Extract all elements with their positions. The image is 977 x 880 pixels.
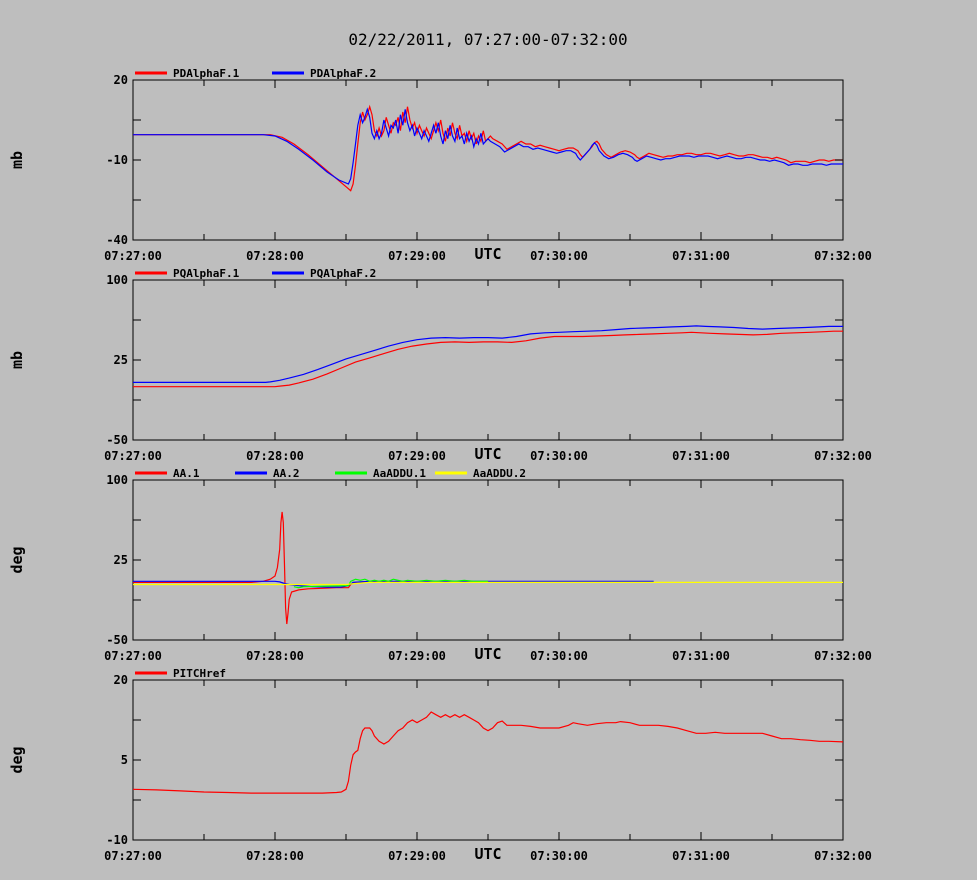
legend-label: PDAlphaF.1 (173, 67, 240, 80)
y-tick-label: -10 (106, 833, 128, 847)
x-tick-label: 07:28:00 (246, 249, 304, 263)
x-tick-label: 07:27:00 (104, 849, 162, 863)
legend-label: PDAlphaF.2 (310, 67, 376, 80)
x-tick-label: 07:28:00 (246, 649, 304, 663)
series-line-3-4 (133, 581, 843, 586)
x-tick-label: 07:30:00 (530, 649, 588, 663)
legend-label: AaADDU.1 (373, 467, 426, 480)
x-tick-label: 07:32:00 (814, 849, 872, 863)
y-tick-label: -40 (106, 233, 128, 247)
x-tick-label: 07:32:00 (814, 649, 872, 663)
y-tick-label: -10 (106, 153, 128, 167)
x-tick-label: 07:28:00 (246, 449, 304, 463)
x-tick-label: 07:30:00 (530, 449, 588, 463)
y-tick-label: 20 (114, 73, 128, 87)
x-tick-label: 07:31:00 (672, 849, 730, 863)
x-tick-label: 07:27:00 (104, 249, 162, 263)
x-tick-label: 07:29:00 (388, 249, 446, 263)
x-tick-label: 07:29:00 (388, 849, 446, 863)
panel-4: 20 5 -10 07:27:00 07:28:00 07:29:00 07:30:00 07… (8, 667, 872, 863)
panel-2: 100 25 -50 07:27:00 07:28:00 07:29:00 07:30:00… (8, 267, 872, 463)
x-tick-label: 07:27:00 (104, 449, 162, 463)
series-line-2-2 (133, 325, 843, 383)
series-line-3-3 (293, 578, 488, 589)
series-line-1-1 (133, 104, 843, 192)
y-tick-label: 100 (106, 473, 128, 487)
x-axis-label: UTC (474, 245, 501, 263)
legend-label: AA.1 (173, 467, 200, 480)
legend-label: AaADDU.2 (473, 467, 526, 480)
x-tick-label: 07:32:00 (814, 449, 872, 463)
x-tick-label: 07:32:00 (814, 249, 872, 263)
y-axis-label: deg (8, 746, 26, 773)
x-tick-label: 07:29:00 (388, 649, 446, 663)
y-tick-label: 20 (114, 673, 128, 687)
legend-label: PQAlphaF.1 (173, 267, 240, 280)
panel-3: 100 25 -50 07:27:00 07:28:00 07:29:00 07:30:00… (8, 467, 872, 663)
y-axis-label: mb (8, 151, 26, 169)
series-line-3-2 (133, 580, 654, 588)
x-tick-label: 07:31:00 (672, 449, 730, 463)
panel-1: 20 -10 -40 07:27:00 07:28:00 07:29:00 07:30:00… (8, 67, 872, 263)
chart-title: 02/22/2011, 07:27:00-07:32:00 (348, 30, 627, 49)
x-axis-label: UTC (474, 845, 501, 863)
x-axis-label: UTC (474, 445, 501, 463)
x-tick-label: 07:28:00 (246, 849, 304, 863)
y-axis-label: mb (8, 351, 26, 369)
x-tick-label: 07:31:00 (672, 649, 730, 663)
x-tick-label: 07:31:00 (672, 249, 730, 263)
legend-label: PITCHref (173, 667, 226, 680)
x-tick-label: 07:27:00 (104, 649, 162, 663)
legend-label: AA.2 (273, 467, 300, 480)
series-line-1-2 (133, 107, 843, 185)
y-tick-label: -50 (106, 633, 128, 647)
x-tick-label: 07:29:00 (388, 449, 446, 463)
legend-label: PQAlphaF.2 (310, 267, 376, 280)
x-tick-label: 07:30:00 (530, 849, 588, 863)
y-tick-label: 5 (121, 753, 128, 767)
panels: 20 -10 -40 07:27:00 07:28:00 07:29:00 07:30:00… (8, 67, 872, 863)
series-line-4-1 (133, 711, 843, 794)
y-tick-label: 100 (106, 273, 128, 287)
x-tick-label: 07:30:00 (530, 249, 588, 263)
series-line-2-1 (133, 330, 843, 388)
y-tick-label: 25 (114, 353, 128, 367)
x-axis-label: UTC (474, 645, 501, 663)
y-tick-label: -50 (106, 433, 128, 447)
y-axis-label: deg (8, 546, 26, 573)
y-tick-label: 25 (114, 553, 128, 567)
